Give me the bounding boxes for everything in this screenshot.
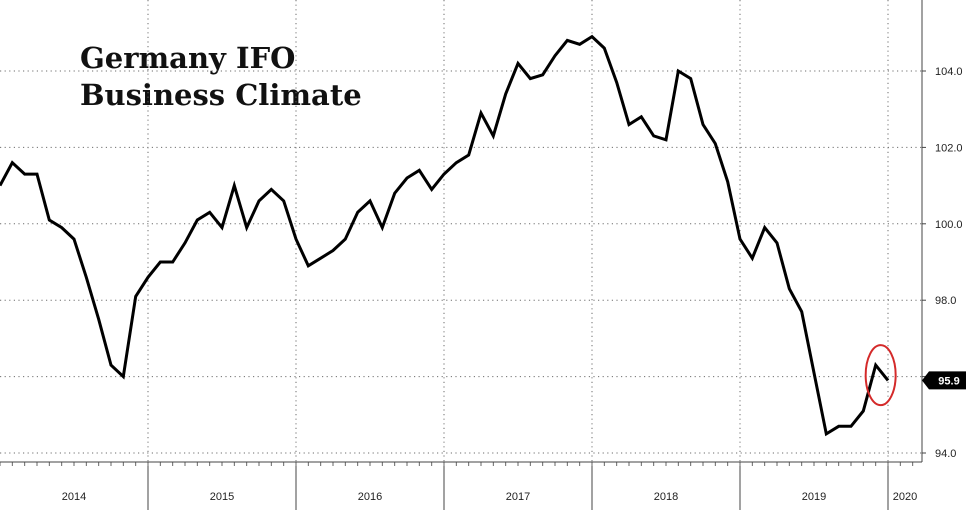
series-layer [0,34,897,437]
y-tick-label: 100.0 [935,219,963,231]
axes [0,0,926,510]
x-year-label: 2017 [506,491,530,503]
x-year-label: 2020 [893,491,917,503]
y-tick-label: 104.0 [935,66,963,78]
series-line [0,34,890,437]
gridlines [0,0,922,462]
last-value-tag-background [922,371,966,390]
x-year-label: 2018 [654,491,678,503]
chart-title-line-2: Business Climate [80,78,362,112]
last-value-label: 95.9 [938,375,959,387]
chart-title: Germany IFO Business Climate [80,40,362,114]
y-tick-label: 98.0 [935,295,956,307]
x-year-label: 2015 [210,491,234,503]
x-year-label: 2014 [62,491,86,503]
last-value-tag: 95.9 [922,371,966,390]
labels: 94.096.098.0100.0102.0104.02014201520162… [62,66,966,503]
x-year-label: 2016 [358,491,382,503]
x-year-label: 2019 [802,491,826,503]
y-tick-label: 102.0 [935,142,963,154]
chart-title-line-1: Germany IFO [80,41,296,75]
highlight-circle [864,344,897,407]
y-tick-label: 94.0 [935,448,956,460]
